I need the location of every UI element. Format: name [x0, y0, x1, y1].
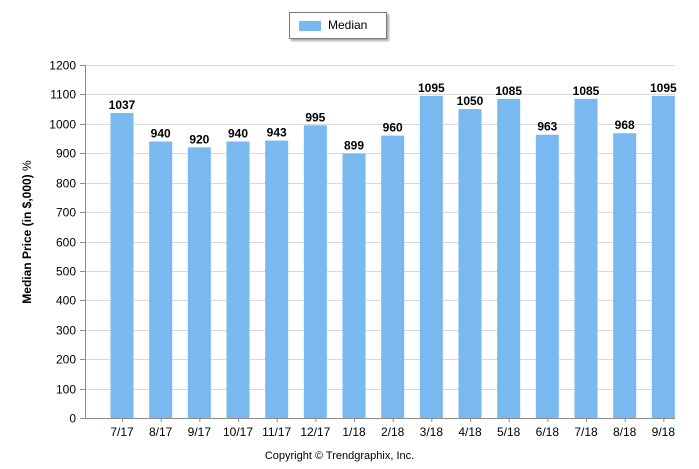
bar-value-label: 920 [189, 132, 209, 146]
y-tick-label: 200 [56, 353, 76, 367]
bar [342, 153, 366, 418]
bar [303, 125, 327, 418]
bar [226, 141, 250, 418]
y-tick-label: 100 [56, 383, 76, 397]
x-tick-label: 9/18 [652, 425, 676, 439]
y-tick-label: 1200 [49, 59, 76, 73]
x-tick-label: 2/18 [381, 425, 405, 439]
x-tick-label: 9/17 [188, 425, 212, 439]
bar-value-label: 1085 [573, 84, 600, 98]
x-tick-label: 11/17 [262, 425, 291, 439]
y-tick-label: 400 [56, 294, 76, 308]
y-tick-label: 500 [56, 265, 76, 279]
y-tick-label: 600 [56, 236, 76, 250]
bar-value-label: 963 [537, 120, 557, 134]
y-tick-label: 1100 [50, 88, 76, 102]
bar [381, 135, 405, 418]
x-tick-label: 8/18 [613, 425, 637, 439]
bar-value-label: 1037 [109, 98, 136, 112]
x-tick-label: 8/17 [149, 425, 173, 439]
x-tick-label: 7/18 [574, 425, 598, 439]
bar [458, 109, 482, 418]
bar [651, 95, 675, 418]
bar [574, 98, 598, 419]
legend-swatch [299, 21, 321, 31]
bar-value-label: 1095 [418, 81, 445, 95]
bar [265, 140, 289, 418]
bar-value-label: 1050 [457, 94, 484, 108]
bar-value-label: 995 [305, 110, 325, 124]
x-tick-label: 7/17 [110, 425, 134, 439]
bar [535, 134, 559, 418]
y-tick-label: 700 [56, 206, 76, 220]
bar-value-label: 940 [151, 126, 171, 140]
legend-label: Median [328, 18, 368, 32]
x-tick-label: 5/18 [497, 425, 521, 439]
y-axis-title-text: Median Price (in $,000) [20, 174, 34, 304]
y-tick-label: 0 [69, 412, 76, 426]
x-tick-label: 3/18 [420, 425, 444, 439]
y-axis-title: Median Price (in $,000) % [20, 112, 34, 352]
bar [110, 112, 134, 419]
bar [187, 147, 211, 418]
y-tick-label: 300 [56, 324, 76, 338]
chart-legend: Median [289, 12, 387, 39]
x-tick-label: 1/18 [342, 425, 366, 439]
copyright-text: Copyright © Trendgraphix, Inc. [264, 450, 415, 462]
bar [613, 133, 637, 418]
x-tick-label: 12/17 [300, 425, 330, 439]
x-tick-label: 10/17 [223, 425, 253, 439]
x-tick-label: 4/18 [458, 425, 482, 439]
bar [497, 98, 521, 419]
bar-value-label: 960 [383, 121, 403, 135]
bar-value-label: 899 [344, 139, 364, 153]
y-axis-title-suffix: % [20, 160, 34, 171]
y-tick-label: 1000 [49, 118, 76, 132]
bar-value-label: 1085 [495, 84, 522, 98]
y-tick-label: 800 [56, 177, 76, 191]
bar [149, 141, 173, 418]
bar-value-label: 943 [267, 126, 287, 140]
bar-value-label: 1095 [650, 81, 677, 95]
bar [419, 95, 443, 418]
y-tick-label: 900 [56, 147, 76, 161]
bar-value-label: 940 [228, 126, 248, 140]
x-tick-label: 6/18 [536, 425, 560, 439]
bar-value-label: 968 [615, 118, 635, 132]
